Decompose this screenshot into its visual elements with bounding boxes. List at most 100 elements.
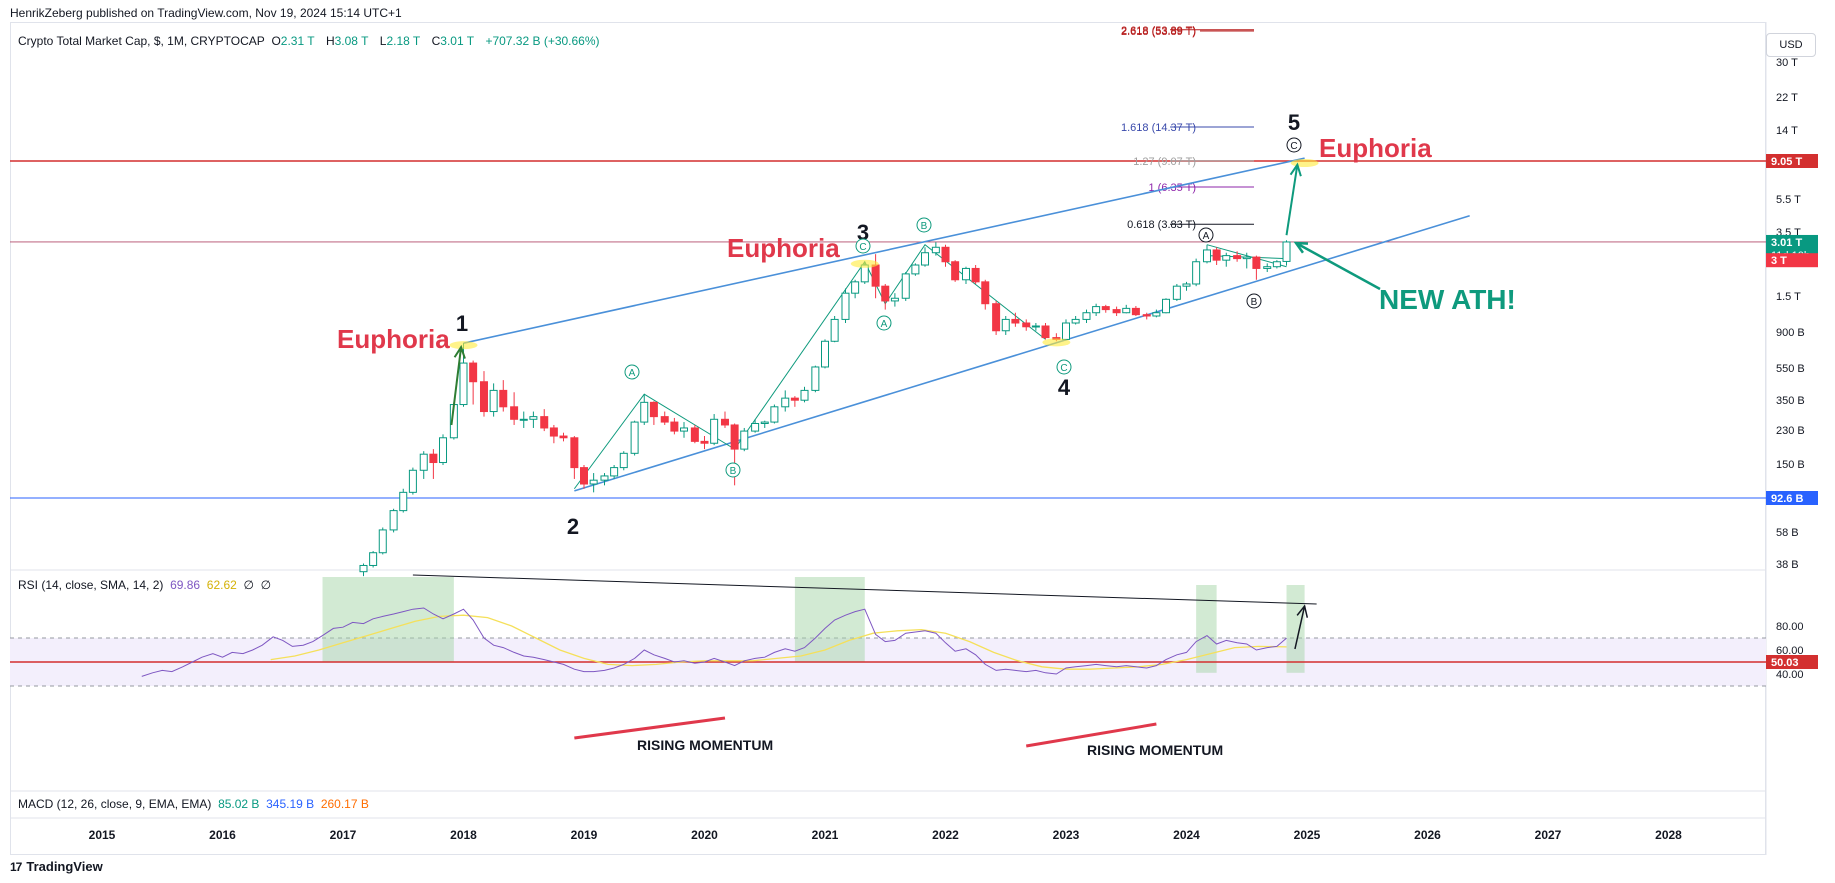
wave-label-4: 4 <box>1058 375 1071 400</box>
candle-body <box>439 437 448 464</box>
x-axis-tick-label: 2015 <box>89 828 116 842</box>
price-axis-badge-text: 92.6 B <box>1771 493 1803 505</box>
y-axis-tick-label: 30 T <box>1776 57 1798 69</box>
price-axis-badge-text: 3 T <box>1771 255 1787 267</box>
open-value: 2.31 T <box>280 34 315 48</box>
rsi-value: 69.86 <box>170 578 201 592</box>
candle-body <box>811 366 820 391</box>
rsi-highlight-zone <box>1286 585 1305 673</box>
candle-body <box>911 264 920 275</box>
macd-legend: MACD (12, 26, close, 9, EMA, EMA) 85.02 … <box>18 797 369 811</box>
candle-body <box>1122 307 1131 314</box>
candle-body <box>1202 249 1211 263</box>
high-label: H <box>325 34 335 48</box>
price-axis-badge <box>1766 491 1818 505</box>
x-axis-tick-label: 2023 <box>1053 828 1080 842</box>
symbol-legend: Crypto Total Market Cap, $, 1M, CRYPTOCA… <box>18 34 608 48</box>
candle-body <box>1172 285 1181 300</box>
pivot-highlight <box>1042 338 1071 347</box>
x-axis-tick-label: 2019 <box>571 828 598 842</box>
candle-body <box>1272 261 1281 268</box>
x-axis-tick-label: 2022 <box>932 828 959 842</box>
wave1-up-arrow-head <box>453 344 466 359</box>
channel-lower-line <box>574 214 1470 492</box>
candle-body <box>1022 322 1031 328</box>
candle-body <box>1162 298 1171 314</box>
candle-body <box>359 564 368 573</box>
rsi-highlight-zone <box>322 577 454 662</box>
candle-body <box>921 252 930 266</box>
candle-body <box>800 389 809 401</box>
candle-body <box>589 479 598 485</box>
rising-momentum-label-2: RISING MOMENTUM <box>1087 742 1223 758</box>
close-label: C <box>431 34 441 48</box>
candle-body <box>499 389 508 408</box>
candle-body <box>931 246 940 254</box>
candle-body <box>821 340 829 368</box>
macd-hist-value: 260.17 B <box>320 797 369 811</box>
candle-body <box>459 362 468 406</box>
subwave-a-2019 <box>624 364 640 380</box>
candle-body <box>1252 256 1261 269</box>
candle-body <box>680 427 689 432</box>
open-label: O <box>271 34 281 48</box>
candle-body <box>841 292 850 320</box>
candle-body <box>1282 241 1291 262</box>
rsi-level-badge <box>1766 655 1818 669</box>
candle-body <box>369 552 378 566</box>
candle-body <box>389 510 398 531</box>
pivot-highlight <box>449 341 478 350</box>
wave5-up-arrow-head <box>1289 162 1302 177</box>
rsi-up-arrow-head <box>1296 604 1309 618</box>
candle-body <box>1092 306 1101 314</box>
y-axis-tick-label: 14 T <box>1776 125 1798 137</box>
currency-selector[interactable]: USD <box>1766 33 1816 57</box>
price-axis-badge <box>1766 154 1818 168</box>
x-axis-tick-label: 2028 <box>1655 828 1682 842</box>
tradingview-brand-text: TradingView <box>26 859 103 874</box>
candle-body <box>408 469 417 493</box>
candle-body <box>510 406 519 420</box>
rsi-legend: RSI (14, close, SMA, 14, 2) 69.86 62.62 … <box>18 578 271 592</box>
candle-body <box>941 246 950 263</box>
candle-body <box>760 421 769 425</box>
candle-body <box>580 467 588 485</box>
candle-body <box>1062 322 1070 340</box>
candle-body <box>399 491 408 512</box>
pivot-highlight <box>1290 159 1319 167</box>
high-value: 3.08 T <box>334 34 369 48</box>
macd-name: MACD (12, 26, close, 9, EMA, EMA) <box>18 797 212 811</box>
wave1-up-arrow <box>450 347 463 426</box>
change-value: +707.32 B (+30.66%) <box>485 34 600 48</box>
candle-body <box>649 401 658 418</box>
candle-body <box>429 453 438 464</box>
candle-body <box>751 423 760 432</box>
close-value: 3.01 T <box>440 34 475 48</box>
y-axis-tick-label: 350 B <box>1776 395 1805 407</box>
subwave-b-2020 <box>725 462 741 478</box>
wave-label-1: 1 <box>456 311 468 336</box>
macd-value: 85.02 B <box>218 797 260 811</box>
x-axis-tick-label: 2026 <box>1414 828 1441 842</box>
candle-body <box>610 467 619 477</box>
candle-body <box>720 418 729 426</box>
candle-body <box>710 418 719 444</box>
candle-body <box>971 267 980 283</box>
subwave-c-2024 <box>1286 137 1302 153</box>
euphoria-label-2: Euphoria <box>727 233 840 263</box>
candle-body <box>529 416 538 420</box>
abc-wave-2021 <box>734 243 1046 450</box>
y-axis-tick-label: 230 B <box>1776 425 1805 437</box>
candle-body <box>419 453 428 471</box>
rising-momentum-line-1 <box>574 716 726 740</box>
low-label: L <box>379 34 387 48</box>
fib-level-label: 1.27 (9.07 T) <box>1133 156 1196 168</box>
rsi-sma-value: 62.62 <box>206 578 237 592</box>
candle-body <box>489 389 498 413</box>
x-axis-tick-label: 2016 <box>209 828 236 842</box>
candle-body <box>1212 249 1221 261</box>
rsi-highlight-zone <box>794 577 865 662</box>
x-axis-tick-label: 2020 <box>691 828 718 842</box>
candle-body <box>479 381 488 413</box>
